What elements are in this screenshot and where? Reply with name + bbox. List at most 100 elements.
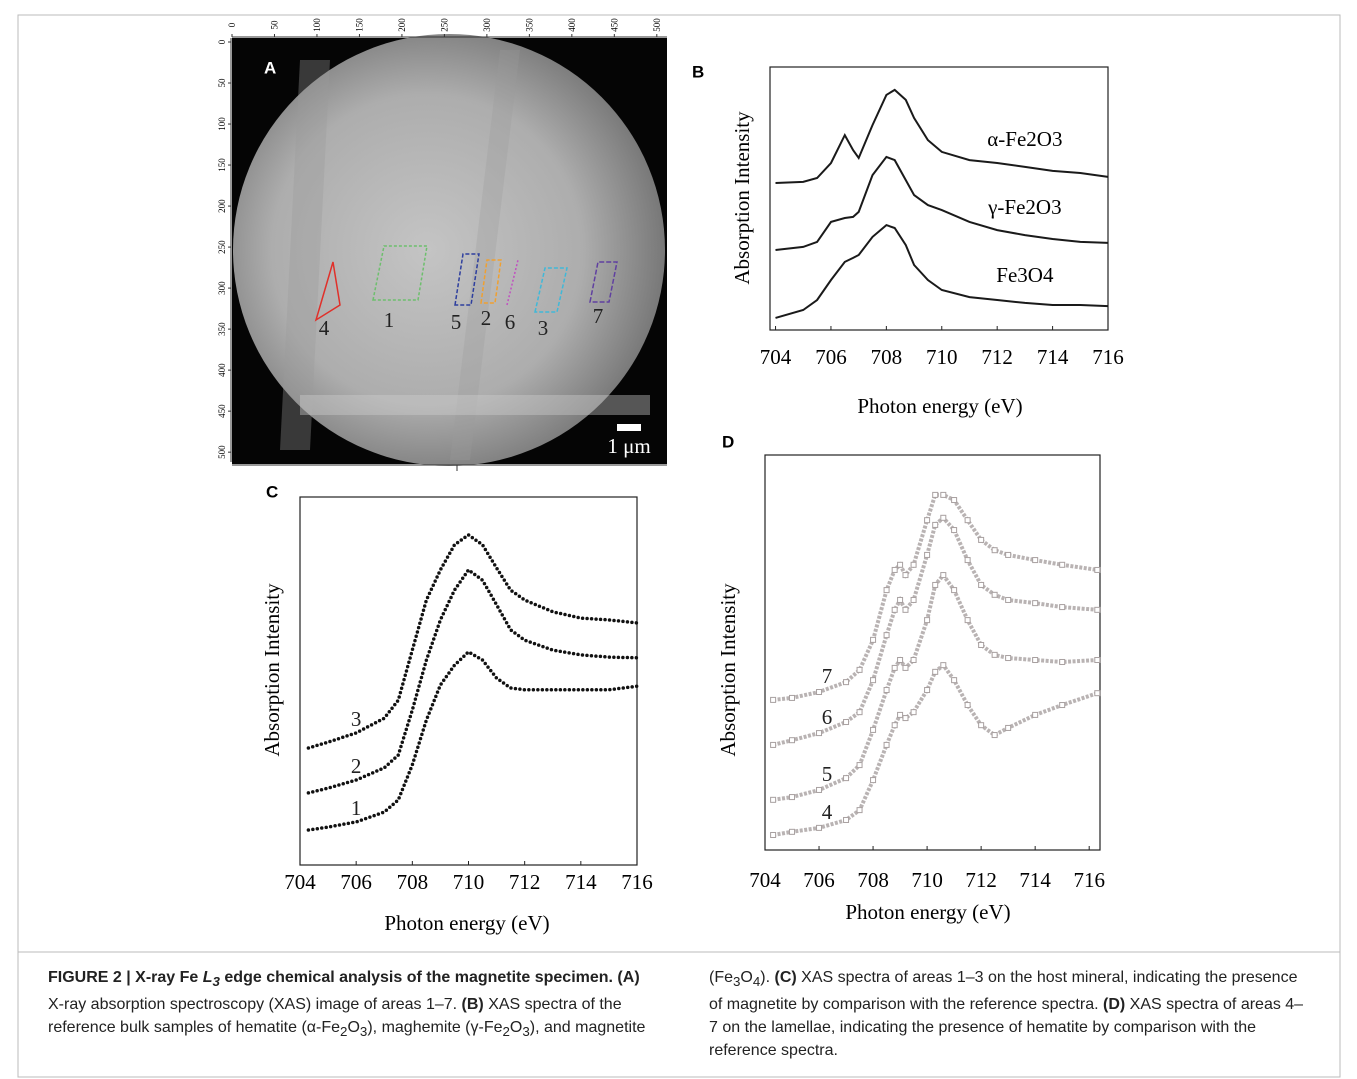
data-point [951,527,958,534]
data-point [843,679,850,686]
series-line [772,571,1098,802]
data-point [910,709,917,716]
data-point [789,828,796,835]
data-point [991,591,998,598]
data-point [991,732,998,739]
data-point [924,617,931,624]
text: ). [760,969,775,986]
data-point [932,521,939,528]
data-point [902,715,909,722]
x-tick-label: 716 [621,870,653,894]
text: 3 [359,1024,368,1040]
series-label: α-Fe2O3 [987,127,1062,151]
series-label: Fe3O4 [996,263,1054,287]
text: L [202,969,213,986]
data-point [1094,657,1101,664]
figure-border [17,14,1341,1078]
data-point [770,696,777,703]
x-tick-label: 710 [911,868,943,892]
data-point [978,641,985,648]
series-label: 4 [822,800,833,824]
data-point [856,762,863,769]
text: O [347,1019,360,1037]
text: XAS spectra of the reference bulk sample… [48,996,622,1037]
text: 2 [502,1024,510,1040]
series-line [775,88,1109,184]
data-point [891,664,898,671]
data-point [964,617,971,624]
region-outline [454,253,480,306]
data-point [883,741,890,748]
text: ), maghemite (γ-Fe [367,1019,503,1037]
x-tick-label: 350 [524,18,534,32]
data-point [770,831,777,838]
data-point [902,572,909,579]
text: 3 [212,974,220,990]
panel-label: B [692,63,704,82]
region-outline [480,259,502,304]
data-point [891,566,898,573]
region-label: 6 [505,310,516,334]
x-tick-label: 300 [482,18,492,32]
region-label: 3 [538,316,549,340]
data-point [951,677,958,684]
data-point [816,824,823,831]
series-label: 3 [351,707,362,731]
data-point [870,726,877,733]
scale-bar-label: 1 μm [607,434,650,458]
data-point [940,491,947,498]
text: (B) [461,996,484,1014]
x-tick-label: 710 [453,870,485,894]
y-tick-label: 300 [217,281,227,295]
panel-label: C [266,483,278,502]
data-point [991,547,998,554]
series-line [772,492,1098,702]
data-point [816,689,823,695]
lamella-band [300,395,650,415]
x-tick-label: 712 [981,345,1013,369]
series-label: 5 [822,762,833,786]
text: 3 [733,974,741,990]
y-tick-label: 250 [217,240,227,254]
y-tick-label: 350 [217,322,227,336]
data-point [870,636,877,643]
data-point [1094,690,1101,697]
text: X-ray absorption spectroscopy (XAS) imag… [48,996,462,1014]
data-point [1059,561,1066,568]
x-tick-label: 500 [652,18,662,32]
x-axis-label: Photon energy (eV) [857,394,1022,418]
x-tick-label: 712 [509,870,541,894]
text: O [740,969,753,986]
data-point [940,572,947,579]
series-label: 7 [822,664,833,688]
data-point [910,596,917,603]
data-point [964,517,971,524]
data-point [897,596,904,603]
panel-label: A [264,59,276,78]
x-tick-label: 712 [965,868,997,892]
x-tick-label: 706 [815,345,847,369]
data-point [902,664,909,671]
text: XAS spectra of areas 1–3 on the host min… [709,969,1298,1014]
data-point [870,677,877,684]
x-tick-label: 706 [803,868,835,892]
data-point [964,557,971,564]
x-tick-label: 714 [565,870,597,894]
data-point [770,796,777,803]
region-outline [372,245,428,301]
series-label: 1 [351,796,362,820]
text: edge chemical analysis of the magnetite … [219,969,613,986]
y-tick-label: 400 [217,363,227,377]
caption-title: FIGURE 2 | X-ray Fe L3 edge chemical ana… [48,969,640,990]
series-line [775,223,1109,319]
data-point [924,551,931,558]
data-point [883,687,890,694]
series-label: 2 [351,754,362,778]
region-outline [534,267,568,313]
data-point [856,666,863,673]
x-tick-label: 50 [269,20,279,30]
text: ), and magnetite (Fe [529,969,733,1037]
x-tick-label: 708 [397,870,429,894]
data-point [1032,657,1039,664]
data-point [1059,604,1066,611]
